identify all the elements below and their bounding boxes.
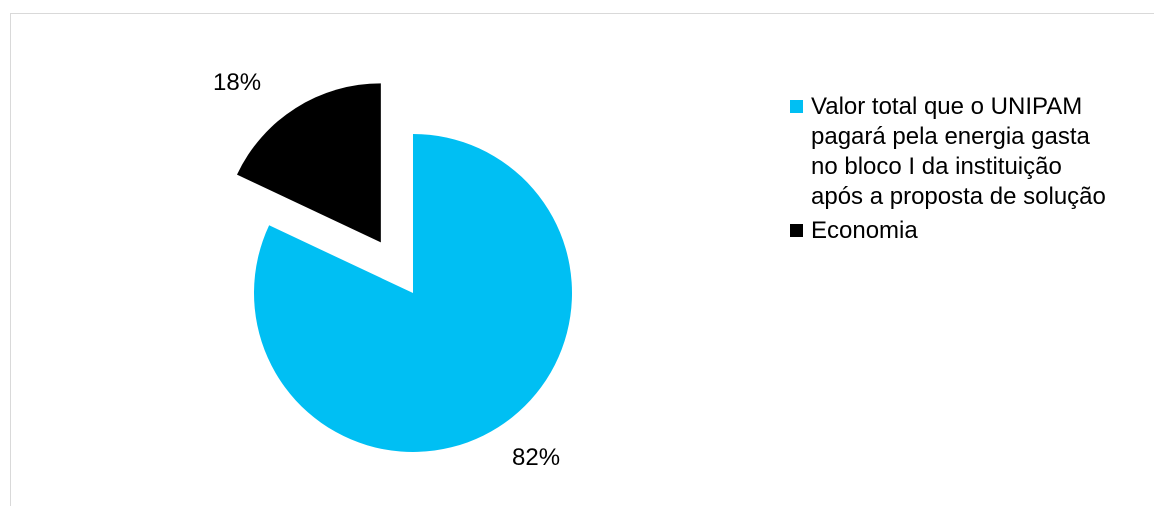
- pie-slice-valor-total: [253, 134, 572, 452]
- data-label-valor-total: 82%: [512, 444, 560, 471]
- legend: Valor total que o UNIPAM pagará pela ene…: [790, 92, 1120, 250]
- legend-swatch-valor-total: [790, 100, 803, 113]
- legend-swatch-economia: [790, 224, 803, 237]
- chart-frame: [10, 13, 1154, 506]
- legend-label-valor-total: Valor total que o UNIPAM pagará pela ene…: [811, 93, 1106, 210]
- legend-item-valor-total: Valor total que o UNIPAM pagará pela ene…: [790, 92, 1120, 212]
- legend-item-economia: Economia: [790, 216, 1120, 246]
- legend-label-economia: Economia: [811, 217, 918, 244]
- pie-slice-economia: [236, 83, 381, 243]
- data-label-economia: 18%: [213, 69, 261, 96]
